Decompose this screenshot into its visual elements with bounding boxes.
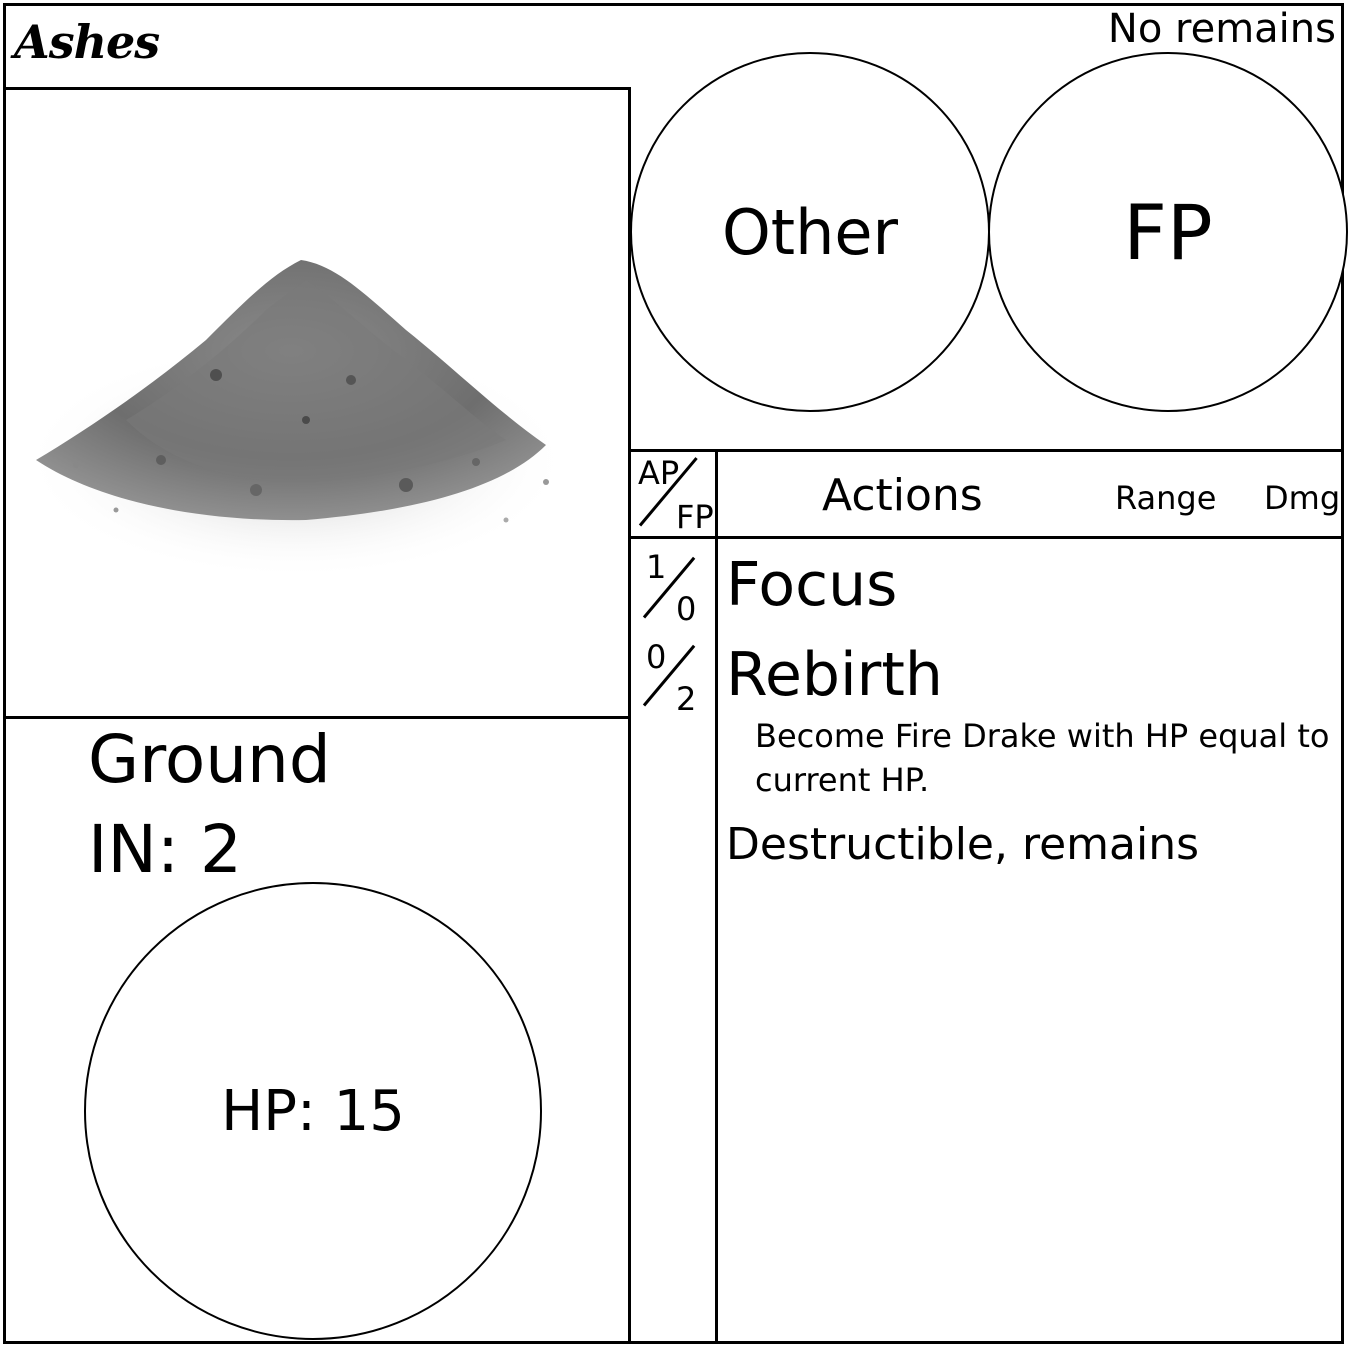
- hp-value: HP: 15: [221, 1078, 405, 1144]
- other-stat-label: Other: [721, 195, 899, 269]
- creature-traits: Destructible, remains: [726, 819, 1200, 870]
- rebirth-action-name: Rebirth: [726, 640, 943, 710]
- rebirth-ap-cost: 0: [646, 638, 667, 676]
- focus-action-name: Focus: [726, 550, 898, 620]
- hp-circle: HP: 15: [84, 882, 542, 1340]
- pile-of-ash-image: [21, 260, 571, 580]
- card-title: Ashes: [14, 15, 160, 69]
- fp-stat-circle: FP: [988, 52, 1348, 412]
- rebirth-fp-cost: 2: [676, 680, 697, 718]
- title-divider: [3, 87, 631, 90]
- remains-note: No remains: [1107, 6, 1336, 52]
- dmg-header: Dmg: [1264, 479, 1341, 517]
- cost-column-divider: [715, 449, 718, 1344]
- cost-header-fp: FP: [676, 498, 714, 536]
- stats-divider: [628, 449, 1344, 452]
- rebirth-action-description: Become Fire Drake with HP equal to curre…: [755, 717, 1330, 799]
- focus-ap-cost: 1: [646, 548, 667, 586]
- fp-stat-label: FP: [1123, 187, 1213, 277]
- creature-subtype: Ground: [88, 721, 331, 798]
- actions-header-divider: [628, 536, 1344, 539]
- range-header: Range: [1115, 479, 1217, 517]
- other-stat-circle: Other: [630, 52, 990, 412]
- initiative-value: IN: 2: [88, 811, 243, 888]
- image-divider: [3, 716, 631, 719]
- actions-header: Actions: [822, 470, 983, 521]
- card-frame: [3, 3, 1344, 1344]
- left-column-divider: [628, 87, 631, 1344]
- focus-fp-cost: 0: [676, 590, 697, 628]
